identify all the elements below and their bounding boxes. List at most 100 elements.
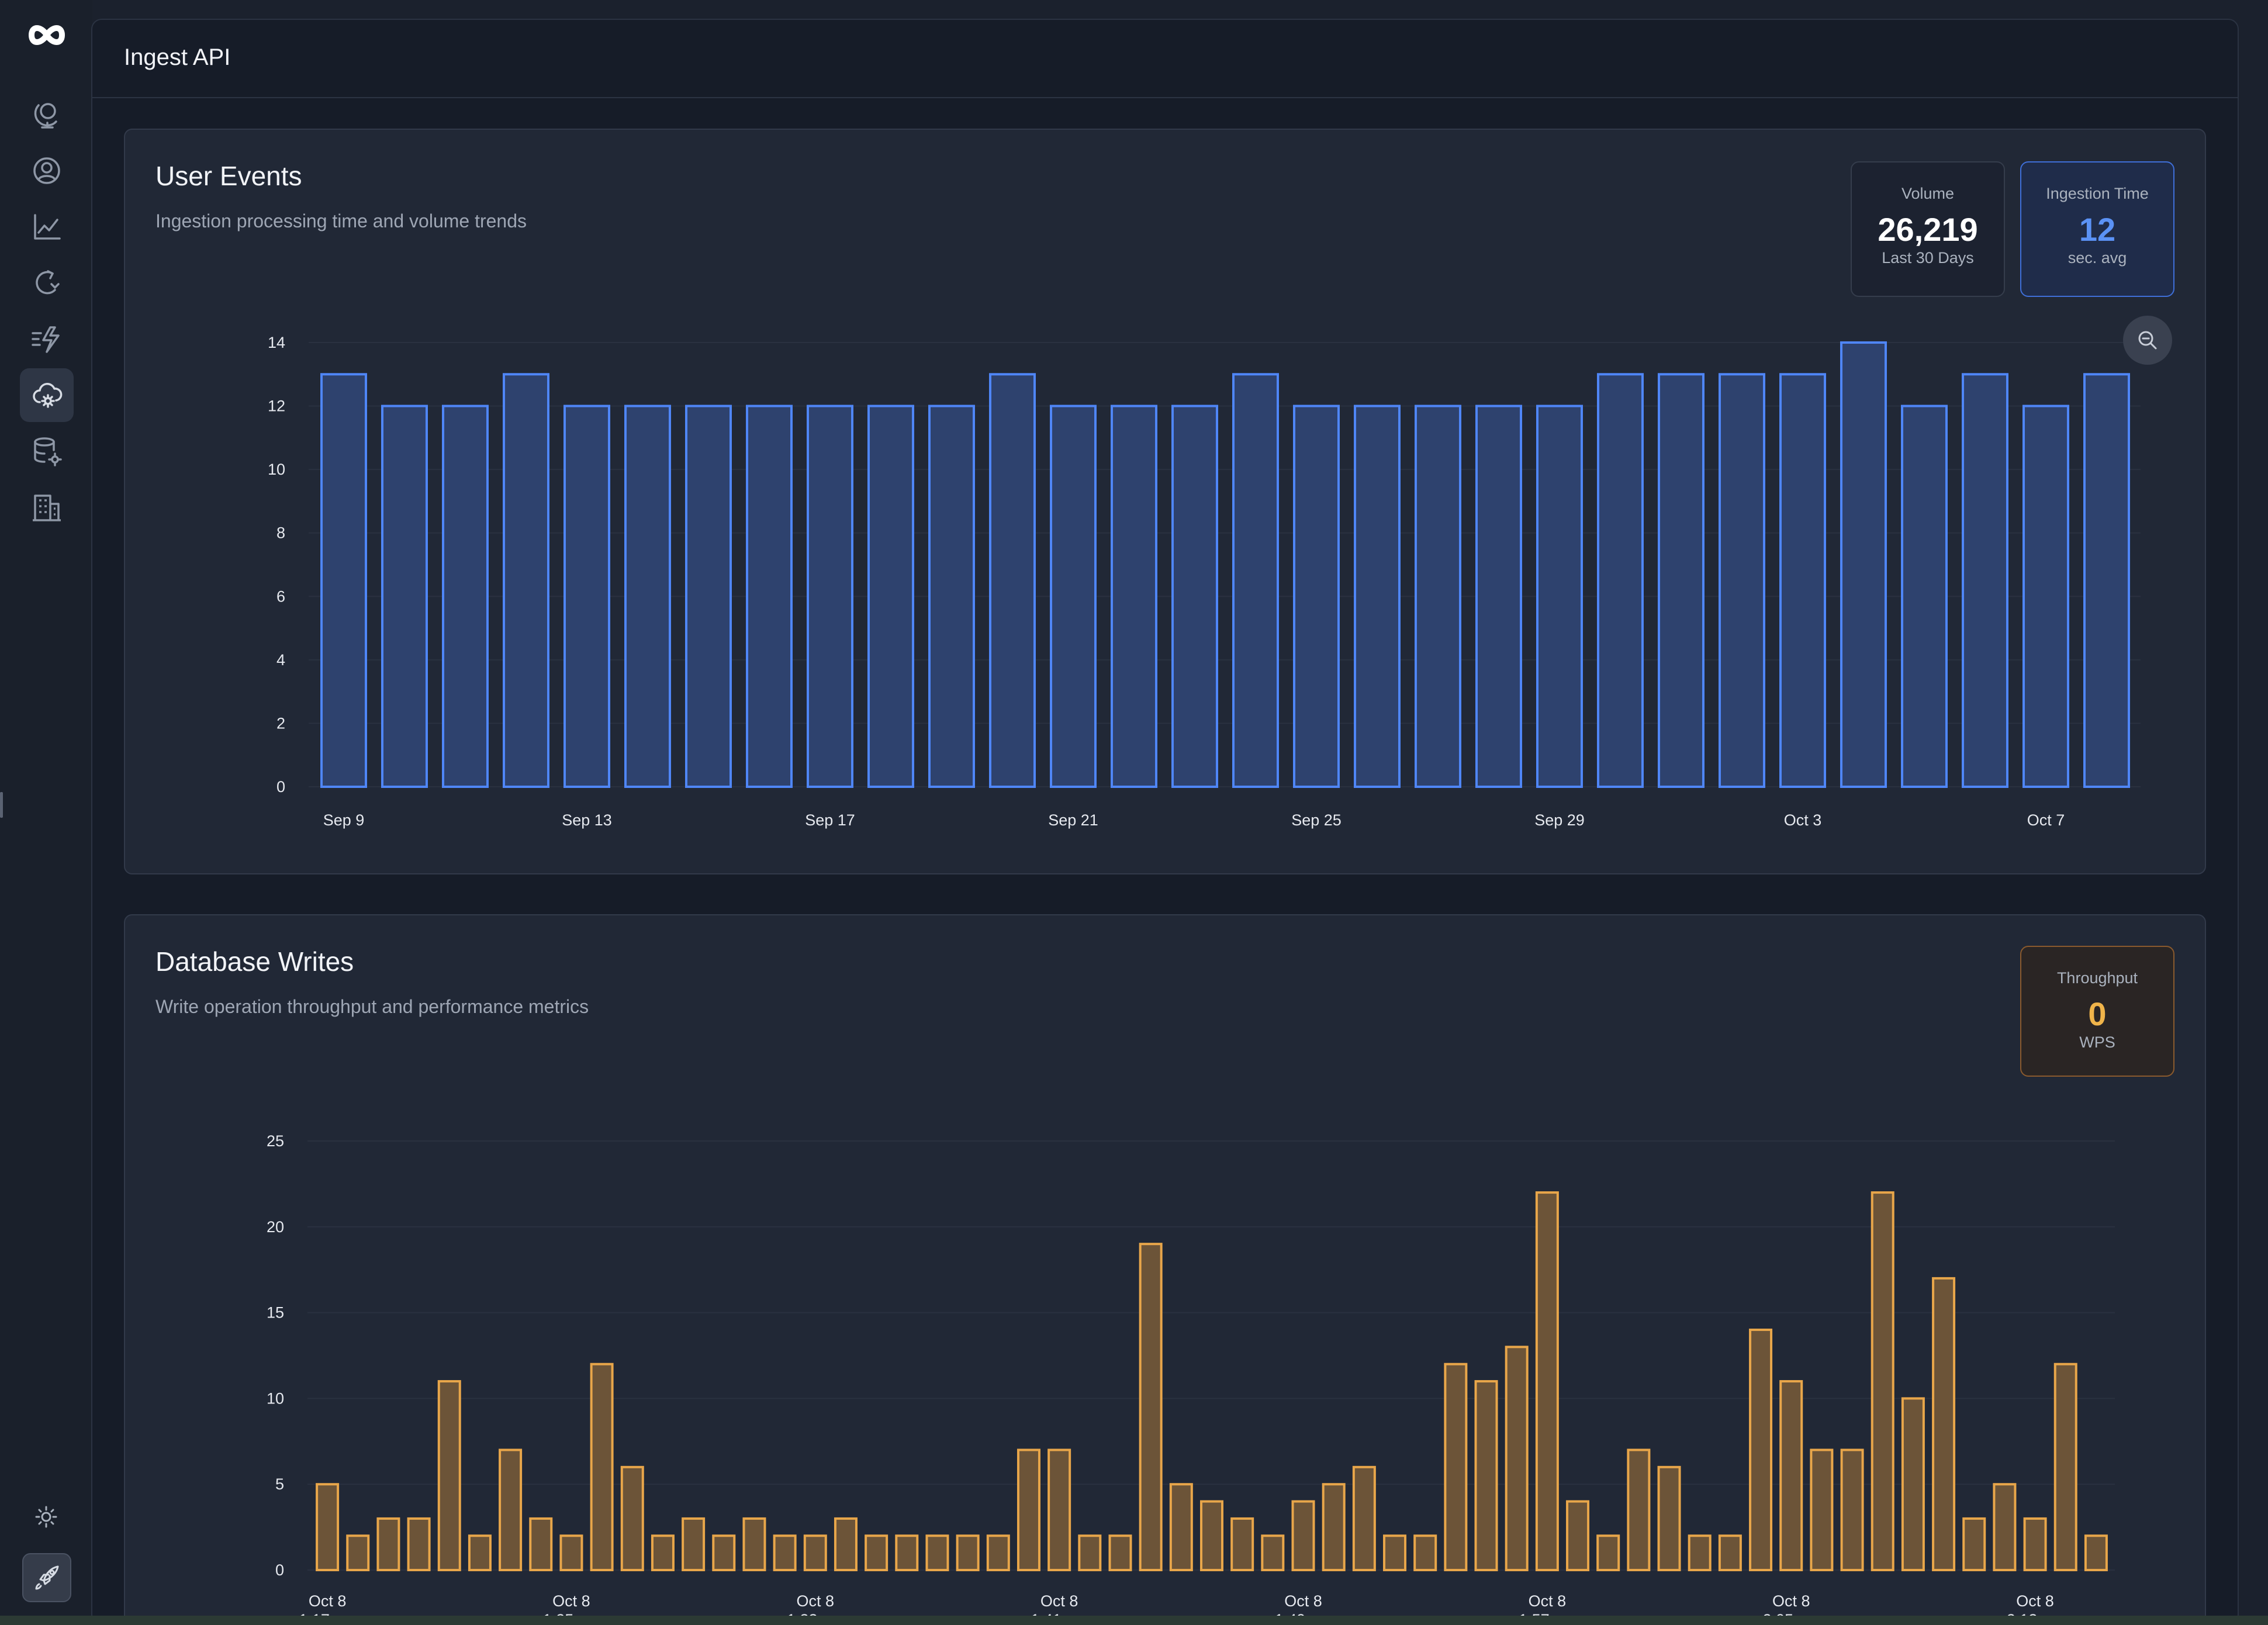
stat-value: 12 <box>2079 211 2116 248</box>
x-tick-date: Oct 8 <box>309 1592 347 1610</box>
bar <box>346 1534 370 1572</box>
sidebar-item-ingest[interactable] <box>20 368 74 422</box>
database-settings-icon <box>34 437 62 466</box>
bar <box>1169 1483 1193 1572</box>
bar <box>1993 1483 2017 1572</box>
bar <box>1078 1534 1102 1572</box>
bar <box>712 1534 736 1572</box>
database-writes-card: Database Writes Write operation throughp… <box>124 914 2206 1624</box>
sidebar-item-database[interactable] <box>20 424 74 478</box>
y-tick-label: 0 <box>276 778 285 796</box>
theme-toggle-button[interactable] <box>32 1502 61 1531</box>
rocket-icon <box>35 1565 59 1590</box>
volume-stat: Volume 26,219 Last 30 Days <box>1851 161 2005 297</box>
stat-label: Throughput <box>2056 969 2138 987</box>
x-tick-date: Oct 8 <box>1040 1592 1078 1610</box>
bar <box>1475 404 1522 789</box>
x-tick-date: Oct 8 <box>1529 1592 1567 1610</box>
stat-value: 0 <box>2088 995 2107 1032</box>
bar <box>803 1534 827 1572</box>
stat-value: 26,219 <box>1878 211 1978 248</box>
card-subtitle: Write operation throughput and performan… <box>155 996 589 1017</box>
x-tick-label: Sep 13 <box>562 811 612 829</box>
bar <box>773 1534 797 1572</box>
bar <box>316 1483 340 1572</box>
card-title: Database Writes <box>155 946 354 977</box>
user-events-chart: 0 2 4 6 8 10 12 14 Sep 9 Sep 13 Sep 17 Sep 21 Sep 25… <box>268 334 2141 829</box>
resize-handle[interactable] <box>0 792 3 818</box>
x-tick-label: Sep 17 <box>805 811 855 829</box>
bar <box>1505 1346 1529 1571</box>
y-tick-label: 0 <box>275 1561 284 1579</box>
bar <box>865 1534 888 1572</box>
bar <box>956 1534 980 1572</box>
bar <box>807 404 853 789</box>
bar <box>503 373 549 788</box>
bar <box>1962 373 2008 788</box>
x-tick-label: Sep 21 <box>1048 811 1098 829</box>
sidebar-item-account[interactable] <box>20 144 74 198</box>
bar <box>1050 404 1097 789</box>
y-tick-label: 2 <box>276 714 285 732</box>
bar <box>320 373 367 788</box>
infinity-logo-icon[interactable] <box>23 16 70 54</box>
x-tick-date: Oct 8 <box>1772 1592 1810 1610</box>
page-title: Ingest API <box>124 44 231 70</box>
bar <box>1171 404 1218 789</box>
bar <box>1474 1380 1498 1571</box>
bar <box>1840 1448 1864 1571</box>
y-tick-label: 20 <box>267 1218 284 1236</box>
bar <box>651 1534 675 1572</box>
bar <box>1261 1534 1285 1572</box>
bar <box>1658 373 1705 788</box>
sidebar-item-sync[interactable] <box>20 256 74 310</box>
bar <box>620 1465 644 1572</box>
y-tick-label: 14 <box>268 334 285 351</box>
refresh-icon <box>36 270 60 295</box>
stat-footnote: WPS <box>2079 1033 2115 1051</box>
bar <box>1688 1534 1712 1572</box>
bar <box>407 1517 431 1572</box>
bar <box>1719 373 1765 788</box>
throughput-stat: Throughput 0 WPS <box>2020 946 2174 1077</box>
bar <box>1415 404 1461 789</box>
sidebar-item-streams[interactable] <box>20 312 74 366</box>
sidebar-item-globe[interactable] <box>20 88 74 141</box>
ingestion-time-stat: Ingestion Time 12 sec. avg <box>2020 161 2174 297</box>
zoom-out-button[interactable] <box>2123 316 2172 365</box>
x-tick-label: Sep 29 <box>1534 811 1585 829</box>
y-tick-label: 8 <box>276 524 285 542</box>
bar <box>1413 1534 1437 1572</box>
line-chart-icon <box>34 214 61 240</box>
bar <box>1111 404 1157 789</box>
x-tick-date: Oct 8 <box>2016 1592 2054 1610</box>
x-tick-date: Oct 8 <box>552 1592 590 1610</box>
bar <box>381 404 428 789</box>
deploy-button[interactable] <box>22 1553 71 1602</box>
y-tick-label: 5 <box>275 1475 284 1493</box>
bar <box>1597 373 1644 788</box>
bar <box>1139 1243 1163 1571</box>
sidebar-item-organization[interactable] <box>20 480 74 534</box>
main-panel: Ingest API User Events Ingestion process… <box>91 19 2239 1625</box>
globe-icon <box>34 103 57 129</box>
bar <box>1840 341 1887 788</box>
bar <box>746 404 793 789</box>
x-tick-label: Oct 7 <box>2027 811 2065 829</box>
bar <box>742 1517 766 1572</box>
y-tick-label: 10 <box>267 1389 284 1407</box>
bar <box>1232 373 1279 788</box>
user-circle-icon <box>33 157 60 184</box>
bar <box>1901 1397 1925 1572</box>
sidebar-item-analytics[interactable] <box>20 200 74 254</box>
y-tick-label: 6 <box>276 587 285 605</box>
bar <box>1566 1500 1590 1571</box>
bar <box>499 1448 523 1571</box>
y-tick-label: 10 <box>268 461 285 478</box>
bar <box>437 1380 461 1571</box>
bar <box>1352 1465 1376 1572</box>
bar <box>989 373 1036 788</box>
zoom-out-icon <box>2138 331 2157 350</box>
bar <box>1657 1465 1681 1572</box>
